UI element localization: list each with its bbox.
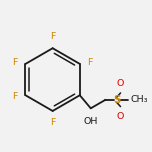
Text: F: F [13, 92, 18, 101]
Text: OH: OH [84, 117, 98, 126]
Text: S: S [113, 95, 120, 105]
Text: F: F [50, 118, 55, 128]
Text: F: F [87, 58, 93, 67]
Text: O: O [117, 79, 124, 88]
Text: F: F [13, 58, 18, 67]
Text: O: O [117, 112, 124, 121]
Text: F: F [50, 32, 55, 41]
Text: CH₃: CH₃ [130, 95, 148, 104]
